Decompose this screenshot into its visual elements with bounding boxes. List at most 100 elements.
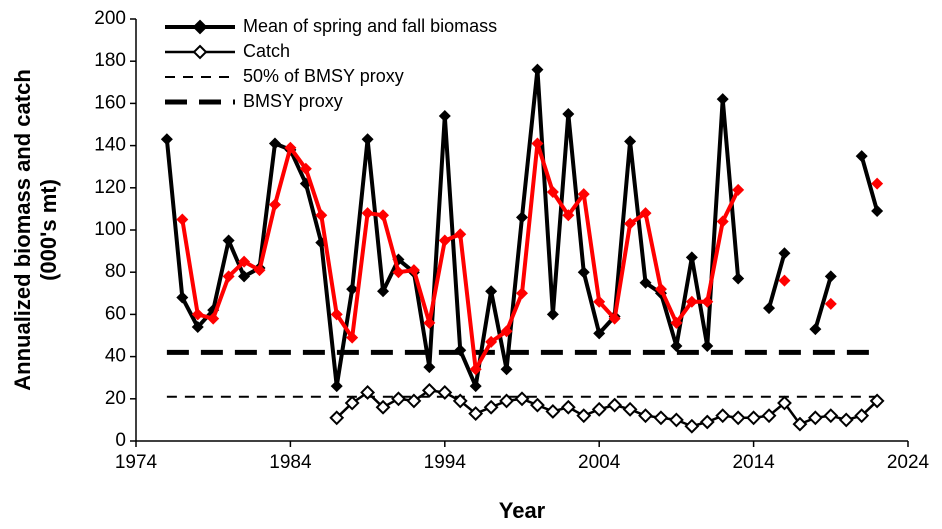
marker xyxy=(701,295,714,308)
marker xyxy=(344,395,360,411)
marker xyxy=(670,340,683,353)
marker xyxy=(716,215,729,228)
marker xyxy=(360,385,376,400)
marker xyxy=(577,188,590,201)
series-line xyxy=(182,143,877,369)
x-tick-label: 2004 xyxy=(578,452,621,473)
marker xyxy=(346,283,359,296)
legend-marker xyxy=(192,19,208,35)
marker xyxy=(516,211,528,224)
marker xyxy=(732,272,745,285)
marker xyxy=(593,327,606,340)
legend: Mean of spring and fall biomass Catch 50% … xyxy=(165,16,497,111)
marker xyxy=(516,287,528,300)
y-tick-label: 100 xyxy=(94,219,126,240)
marker xyxy=(191,321,204,334)
marker xyxy=(668,412,684,428)
marker xyxy=(531,137,544,150)
marker xyxy=(469,363,482,376)
marker xyxy=(423,361,436,374)
marker xyxy=(500,325,513,338)
marker xyxy=(824,297,837,310)
marker xyxy=(222,234,235,247)
y-tick-label: 20 xyxy=(105,388,126,409)
marker xyxy=(485,335,498,348)
marker xyxy=(207,312,220,325)
marker xyxy=(346,331,359,344)
x-tick-label: 1984 xyxy=(269,452,312,473)
marker xyxy=(778,274,791,287)
marker xyxy=(591,401,607,417)
y-axis-title: Annualized biomass and catch xyxy=(10,69,35,391)
marker xyxy=(624,135,637,148)
marker xyxy=(562,209,575,222)
marker xyxy=(330,308,343,321)
marker xyxy=(855,150,868,163)
marker xyxy=(329,410,345,426)
marker xyxy=(562,107,575,120)
marker xyxy=(654,283,667,296)
marker xyxy=(716,93,729,106)
marker xyxy=(315,209,328,222)
marker xyxy=(437,385,453,400)
y-axis-title: (000's mt) xyxy=(36,179,61,281)
marker xyxy=(732,183,745,196)
marker xyxy=(361,207,374,220)
marker xyxy=(330,380,343,393)
marker xyxy=(560,399,576,415)
marker xyxy=(824,270,837,283)
marker xyxy=(854,408,870,424)
marker xyxy=(778,247,791,260)
x-tick-label: 2014 xyxy=(732,452,775,473)
marker xyxy=(545,404,561,419)
marker xyxy=(699,414,715,430)
marker xyxy=(730,410,746,426)
marker xyxy=(670,316,683,329)
legend-marker xyxy=(192,44,208,60)
marker xyxy=(438,234,451,247)
marker xyxy=(421,382,437,398)
marker xyxy=(407,264,420,277)
marker xyxy=(468,406,484,421)
marker xyxy=(238,270,251,283)
marker xyxy=(622,401,638,417)
marker xyxy=(268,137,281,150)
marker xyxy=(499,393,514,409)
marker xyxy=(375,399,391,415)
x-tick-label: 2024 xyxy=(887,452,930,473)
marker xyxy=(546,186,559,199)
marker xyxy=(530,397,545,413)
marker xyxy=(377,209,390,222)
marker xyxy=(284,141,297,154)
marker xyxy=(653,410,669,426)
marker xyxy=(238,255,251,268)
marker xyxy=(160,133,173,146)
y-tick-label: 140 xyxy=(94,135,126,156)
marker xyxy=(268,198,281,211)
marker xyxy=(685,295,698,308)
y-tick-label: 0 xyxy=(115,430,126,451)
marker xyxy=(624,217,637,230)
marker xyxy=(871,205,884,218)
marker xyxy=(299,162,312,175)
y-tick-label: 60 xyxy=(105,303,126,324)
marker xyxy=(500,363,513,376)
y-tick-label: 40 xyxy=(105,346,126,367)
marker xyxy=(361,133,374,146)
marker xyxy=(638,408,653,424)
marker xyxy=(392,266,405,279)
marker xyxy=(315,236,328,249)
marker xyxy=(838,412,854,428)
legend-label: 50% of BMSY proxy xyxy=(243,66,404,86)
marker xyxy=(452,393,468,409)
marker xyxy=(483,399,499,415)
marker xyxy=(871,177,884,190)
marker xyxy=(869,393,885,409)
marker xyxy=(639,207,652,220)
marker xyxy=(485,285,498,298)
marker xyxy=(576,408,592,424)
marker xyxy=(607,397,623,413)
marker xyxy=(715,408,731,424)
marker xyxy=(438,110,451,123)
